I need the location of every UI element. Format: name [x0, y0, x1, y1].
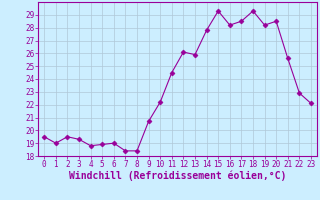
X-axis label: Windchill (Refroidissement éolien,°C): Windchill (Refroidissement éolien,°C) — [69, 171, 286, 181]
